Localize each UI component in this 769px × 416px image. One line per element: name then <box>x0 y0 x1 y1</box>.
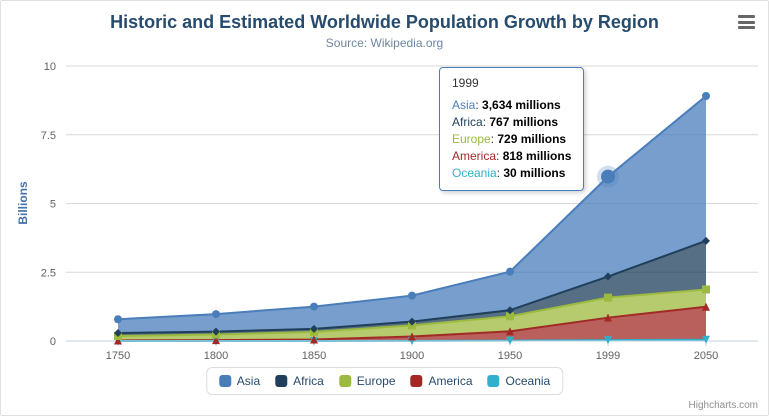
tooltip-series-name: America <box>452 149 497 163</box>
x-axis-tick-label: 1900 <box>400 350 424 362</box>
tooltip-rows: Asia: 3,634 millions Africa: 767 millions… <box>452 97 571 182</box>
x-axis-tick-label: 2050 <box>694 350 718 362</box>
tooltip-series-value: 767 millions <box>489 115 559 129</box>
tooltip-row-oceania: Oceania: 30 millions <box>452 166 566 180</box>
point-oceania-1950[interactable] <box>506 336 514 345</box>
legend-swatch-asia <box>218 375 231 387</box>
hamburger-menu-icon[interactable] <box>738 15 755 29</box>
legend-item-asia[interactable]: Asia <box>218 374 261 388</box>
legend-label: America <box>428 374 473 388</box>
chart-title: Historic and Estimated Worldwide Populat… <box>110 12 659 32</box>
tooltip-row-asia: Asia: 3,634 millions <box>452 98 561 112</box>
legend: Asia Africa Europe America Oceania <box>205 367 564 395</box>
legend-item-europe[interactable]: Europe <box>338 374 396 388</box>
tooltip-series-name: Oceania <box>452 166 497 180</box>
tooltip-row-europe: Europe: 729 millions <box>452 132 567 146</box>
point-america-1999[interactable] <box>604 313 612 322</box>
point-america-1750[interactable] <box>114 336 122 345</box>
tooltip-series-value: 729 millions <box>497 132 567 146</box>
tooltip-series-name: Asia <box>452 98 476 112</box>
legend-item-america[interactable]: America <box>410 374 473 388</box>
point-oceania-2050[interactable] <box>702 335 710 344</box>
point-asia-1800[interactable] <box>212 310 220 319</box>
tooltip-series-value: 30 millions <box>503 166 566 180</box>
point-oceania-1999[interactable] <box>604 336 612 345</box>
point-america-1900[interactable] <box>408 332 416 341</box>
area-asia[interactable] <box>118 96 706 334</box>
y-axis-tick-label: 2.5 <box>41 267 56 279</box>
legend-label: Asia <box>236 374 261 388</box>
tooltip-series-name: Europe <box>452 132 491 146</box>
chart-subtitle: Source: Wikipedia.org <box>325 36 444 50</box>
legend-swatch-europe <box>338 375 351 387</box>
point-america-1850[interactable] <box>310 335 318 344</box>
tooltip-row-africa: Africa: 767 millions <box>452 115 559 129</box>
y-axis-tick-label: 10 <box>44 61 56 73</box>
point-america-2050[interactable] <box>702 302 710 311</box>
point-asia-1850[interactable] <box>310 302 318 311</box>
tooltip-series-value: 3,634 millions <box>482 98 561 112</box>
x-axis-tick-label: 1999 <box>596 350 620 362</box>
legend-label: Africa <box>293 374 324 388</box>
highcharts-credit-link[interactable]: Highcharts.com <box>688 400 758 411</box>
point-asia-1900[interactable] <box>408 291 416 300</box>
point-africa-1999[interactable] <box>604 272 612 281</box>
point-america-1800[interactable] <box>212 336 220 345</box>
x-axis-tick-label: 1950 <box>498 350 522 362</box>
hamburger-line <box>738 20 755 24</box>
tooltip-header: 1999 <box>452 76 479 90</box>
area-america[interactable] <box>118 306 706 341</box>
y-axis-tick-label: 5 <box>50 199 56 211</box>
tooltip: 1999 Asia: 3,634 millions Africa: 767 mil… <box>439 67 585 191</box>
point-africa-1800[interactable] <box>212 327 220 336</box>
point-asia-2050[interactable] <box>702 92 710 101</box>
point-europe-1999[interactable] <box>604 293 612 302</box>
point-africa-1850[interactable] <box>310 324 318 333</box>
legend-label: Europe <box>356 374 396 388</box>
legend-item-africa[interactable]: Africa <box>275 374 324 388</box>
point-asia-1750[interactable] <box>114 315 122 324</box>
y-axis-tick-label: 0 <box>50 336 56 348</box>
point-america-1950[interactable] <box>506 327 514 336</box>
point-asia-1950[interactable] <box>506 267 514 276</box>
hamburger-line <box>738 15 755 18</box>
legend-label: Oceania <box>505 374 551 388</box>
point-europe-2050[interactable] <box>702 285 710 294</box>
x-axis-tick-label: 1800 <box>204 350 228 362</box>
tooltip-row-america: America: 818 millions <box>452 149 572 163</box>
point-africa-1950[interactable] <box>506 306 514 315</box>
legend-item-oceania[interactable]: Oceania <box>487 374 551 388</box>
legend-swatch-africa <box>275 375 288 387</box>
point-asia-1999-hovered[interactable] <box>601 169 615 184</box>
point-europe-1950[interactable] <box>506 312 514 321</box>
legend-swatch-oceania <box>487 375 500 387</box>
hamburger-line <box>738 26 755 29</box>
tooltip-series-value: 818 millions <box>502 149 572 163</box>
x-axis-tick-label: 1850 <box>302 350 326 362</box>
point-africa-1750[interactable] <box>114 329 122 338</box>
legend-swatch-america <box>410 375 423 387</box>
area-africa[interactable] <box>118 240 706 336</box>
y-axis-tick-label: 7.5 <box>41 130 56 142</box>
tooltip-series-name: Africa <box>452 115 483 129</box>
point-africa-2050[interactable] <box>702 236 710 245</box>
x-axis-tick-label: 1750 <box>106 350 130 362</box>
point-africa-1900[interactable] <box>408 317 416 326</box>
